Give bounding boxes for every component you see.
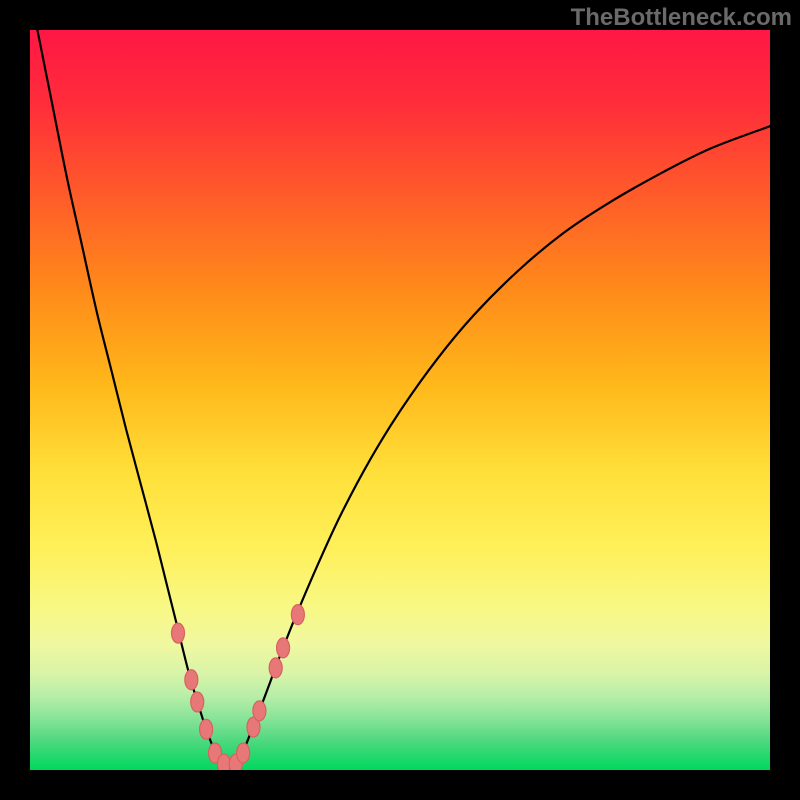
chart-svg bbox=[30, 30, 770, 770]
marker-point bbox=[185, 670, 198, 690]
marker-point bbox=[291, 605, 304, 625]
marker-point bbox=[253, 701, 266, 721]
marker-point bbox=[217, 754, 230, 770]
marker-point bbox=[191, 692, 204, 712]
marker-point bbox=[237, 743, 250, 763]
gradient-background bbox=[30, 30, 770, 770]
figure-root: TheBottleneck.com bbox=[0, 0, 800, 800]
marker-point bbox=[277, 638, 290, 658]
marker-point bbox=[269, 658, 282, 678]
marker-point bbox=[172, 623, 185, 643]
watermark-text: TheBottleneck.com bbox=[571, 4, 792, 32]
plot-area bbox=[30, 30, 770, 770]
marker-point bbox=[200, 719, 213, 739]
